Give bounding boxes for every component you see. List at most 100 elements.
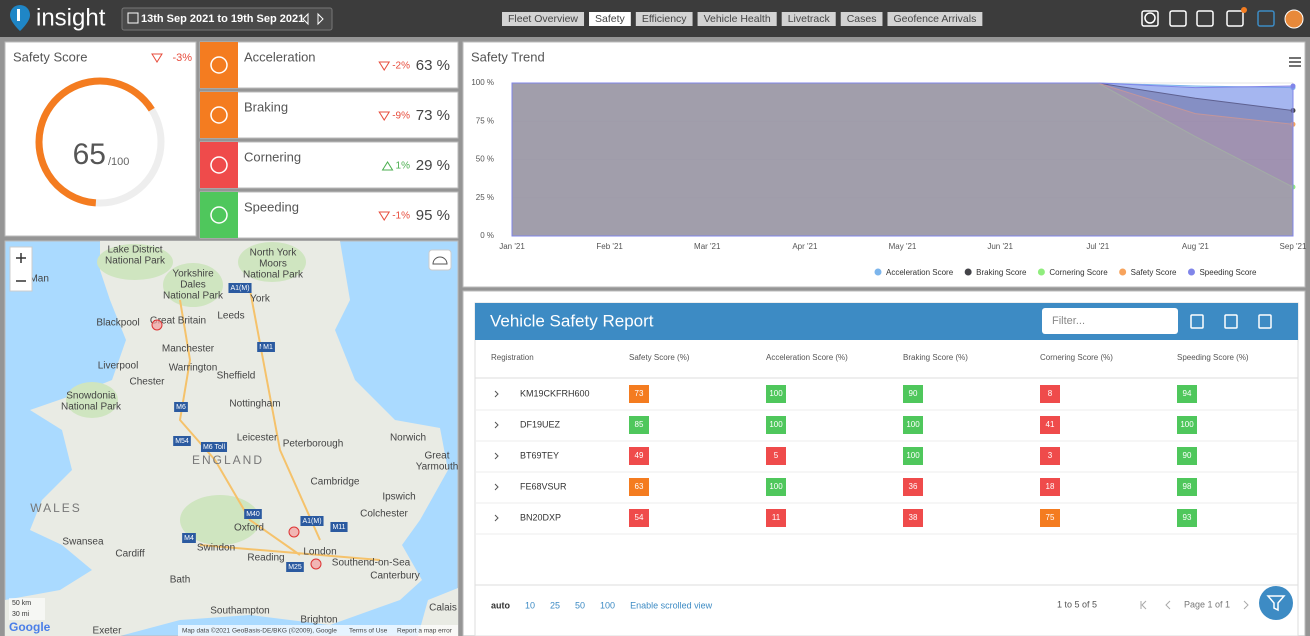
nav-tab-label[interactable]: Geofence Arrivals: [893, 13, 976, 25]
score-value: 49: [635, 451, 644, 460]
score-value: 100: [769, 420, 783, 429]
x-tick-label: Jun '21: [987, 242, 1013, 251]
nav-tab-label[interactable]: Fleet Overview: [508, 13, 578, 25]
map-marker[interactable]: [289, 527, 299, 537]
metric-label: Cornering: [244, 149, 301, 164]
y-tick-label: 75 %: [476, 116, 494, 125]
score-value: 100: [769, 482, 783, 491]
page-size[interactable]: 100: [600, 600, 615, 610]
map-label: ENGLAND: [192, 453, 264, 467]
x-tick-label: Aug '21: [1182, 242, 1209, 251]
map-marker[interactable]: [311, 559, 321, 569]
y-tick-label: 100 %: [471, 78, 494, 87]
map-label: Nottingham: [229, 399, 280, 410]
nav-tab-label[interactable]: Livetrack: [788, 13, 831, 25]
metric-change: -9%: [392, 111, 410, 122]
road-label: M6 Toll: [203, 444, 225, 451]
map-widget-button[interactable]: [429, 250, 451, 270]
column-header[interactable]: Cornering Score (%): [1040, 353, 1113, 362]
report-frame: [475, 303, 1298, 636]
x-tick-label: Feb '21: [596, 242, 623, 251]
column-header[interactable]: Registration: [491, 353, 534, 362]
search-lens: [1145, 13, 1155, 23]
score-max: /100: [108, 156, 129, 168]
score-value: 98: [1183, 482, 1192, 491]
x-tick-label: Apr '21: [792, 242, 818, 251]
page-size[interactable]: 10: [525, 600, 535, 610]
map-label: Norwich: [390, 433, 426, 444]
column-header[interactable]: Braking Score (%): [903, 353, 968, 362]
score-value: 63: [635, 482, 644, 491]
score-value: 85: [635, 420, 644, 429]
nav-tab-label[interactable]: Cases: [847, 13, 877, 25]
road-label: M40: [246, 511, 260, 518]
legend-label[interactable]: Speeding Score: [1199, 268, 1256, 277]
column-header[interactable]: Safety Score (%): [629, 353, 690, 362]
map-link[interactable]: Report a map error: [397, 628, 453, 635]
map-label: Swansea: [62, 537, 104, 548]
registration: FE68VSUR: [520, 481, 567, 491]
score-value: 75: [1046, 513, 1055, 522]
metric-change: 1%: [396, 161, 411, 172]
score-value: 100: [1180, 420, 1194, 429]
filter-fab[interactable]: [1259, 586, 1293, 620]
map-link[interactable]: Terms of Use: [349, 628, 388, 635]
user-avatar[interactable]: [1285, 10, 1303, 28]
map-label: National Park: [163, 291, 224, 302]
map-attribution: Map data ©2021 GeoBasis-DE/BKG (©2009), …: [182, 627, 337, 635]
safety-score-change: -3%: [172, 52, 192, 64]
map-label: Lake District: [107, 245, 162, 256]
nav-tab-label[interactable]: Efficiency: [642, 13, 687, 25]
report-title: Vehicle Safety Report: [490, 311, 654, 330]
scroll-toggle[interactable]: Enable scrolled view: [630, 600, 713, 610]
filter-placeholder: Filter...: [1052, 315, 1085, 327]
score-value: 5: [774, 451, 779, 460]
map-label: Leicester: [237, 433, 278, 444]
metric-change: -2%: [392, 61, 410, 72]
map-label: North York: [250, 248, 298, 259]
legend-label[interactable]: Acceleration Score: [886, 268, 954, 277]
page-size[interactable]: 25: [550, 600, 560, 610]
legend-marker: [875, 269, 882, 276]
map-label: Warrington: [169, 363, 218, 374]
map-label: Blackpool: [96, 318, 139, 329]
legend-label[interactable]: Braking Score: [976, 268, 1027, 277]
column-header[interactable]: Acceleration Score (%): [766, 353, 848, 362]
score-value: 41: [1046, 420, 1055, 429]
point: [1291, 84, 1296, 89]
map-label: Brighton: [300, 615, 337, 626]
map-label: National Park: [105, 256, 166, 267]
page-summary: 1 to 5 of 5: [1057, 599, 1097, 609]
map-label: Leeds: [217, 311, 244, 322]
map-marker[interactable]: [152, 320, 162, 330]
metric-value: 63 %: [416, 57, 450, 74]
metric-icon-bg: [200, 42, 238, 88]
map-scale: 50 km: [12, 600, 31, 607]
map-label: Chester: [129, 377, 165, 388]
page-size[interactable]: 50: [575, 600, 585, 610]
legend-marker: [1188, 269, 1195, 276]
map-label: Dales: [180, 280, 206, 291]
metric-icon-bg: [200, 192, 238, 238]
y-tick-label: 50 %: [476, 155, 494, 164]
map-label: Ipswich: [382, 492, 415, 503]
mail-badge: [1241, 7, 1247, 13]
registration: BN20DXP: [520, 512, 561, 522]
road-label: M6: [176, 404, 186, 411]
chart-title: Safety Trend: [471, 49, 545, 64]
column-header[interactable]: Speeding Score (%): [1177, 353, 1249, 362]
metric-change: -1%: [392, 211, 410, 222]
legend-label[interactable]: Cornering Score: [1049, 268, 1108, 277]
metric-value: 73 %: [416, 107, 450, 124]
score-value: 38: [909, 513, 918, 522]
page-size[interactable]: auto: [491, 600, 511, 610]
x-tick-label: Mar '21: [694, 242, 721, 251]
map-label: Southend-on-Sea: [332, 558, 411, 569]
legend-label[interactable]: Safety Score: [1131, 268, 1177, 277]
map-label: Liverpool: [98, 361, 139, 372]
map-label: Calais: [429, 603, 457, 614]
nav-tab-label[interactable]: Vehicle Health: [704, 13, 771, 25]
road-label: M1: [263, 344, 273, 351]
nav-tab-label[interactable]: Safety: [595, 13, 626, 25]
